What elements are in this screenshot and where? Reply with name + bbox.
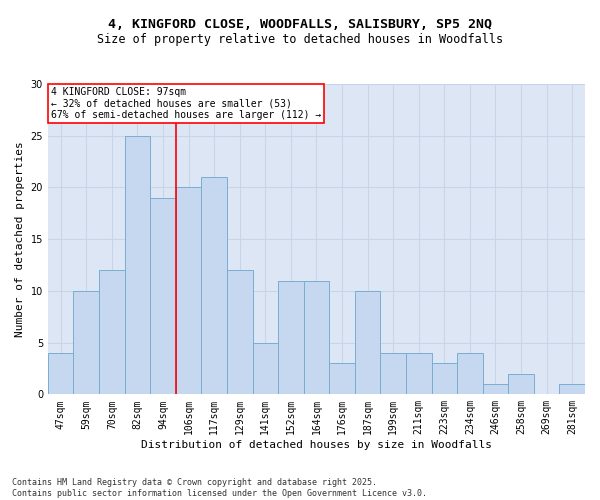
Bar <box>457 353 482 395</box>
Bar <box>406 353 431 395</box>
Bar <box>202 177 227 394</box>
Bar <box>48 353 73 395</box>
Bar <box>431 364 457 394</box>
Bar <box>150 198 176 394</box>
Text: 4 KINGFORD CLOSE: 97sqm
← 32% of detached houses are smaller (53)
67% of semi-de: 4 KINGFORD CLOSE: 97sqm ← 32% of detache… <box>50 87 321 120</box>
X-axis label: Distribution of detached houses by size in Woodfalls: Distribution of detached houses by size … <box>141 440 492 450</box>
Bar <box>99 270 125 394</box>
Bar <box>559 384 585 394</box>
Bar <box>253 342 278 394</box>
Bar <box>227 270 253 394</box>
Bar <box>329 364 355 394</box>
Bar <box>278 280 304 394</box>
Bar <box>176 188 202 394</box>
Bar <box>508 374 534 394</box>
Text: Size of property relative to detached houses in Woodfalls: Size of property relative to detached ho… <box>97 32 503 46</box>
Bar <box>73 291 99 395</box>
Text: Contains HM Land Registry data © Crown copyright and database right 2025.
Contai: Contains HM Land Registry data © Crown c… <box>12 478 427 498</box>
Bar <box>380 353 406 395</box>
Bar <box>304 280 329 394</box>
Y-axis label: Number of detached properties: Number of detached properties <box>15 142 25 337</box>
Bar <box>355 291 380 395</box>
Bar <box>125 136 150 394</box>
Text: 4, KINGFORD CLOSE, WOODFALLS, SALISBURY, SP5 2NQ: 4, KINGFORD CLOSE, WOODFALLS, SALISBURY,… <box>108 18 492 30</box>
Bar <box>482 384 508 394</box>
